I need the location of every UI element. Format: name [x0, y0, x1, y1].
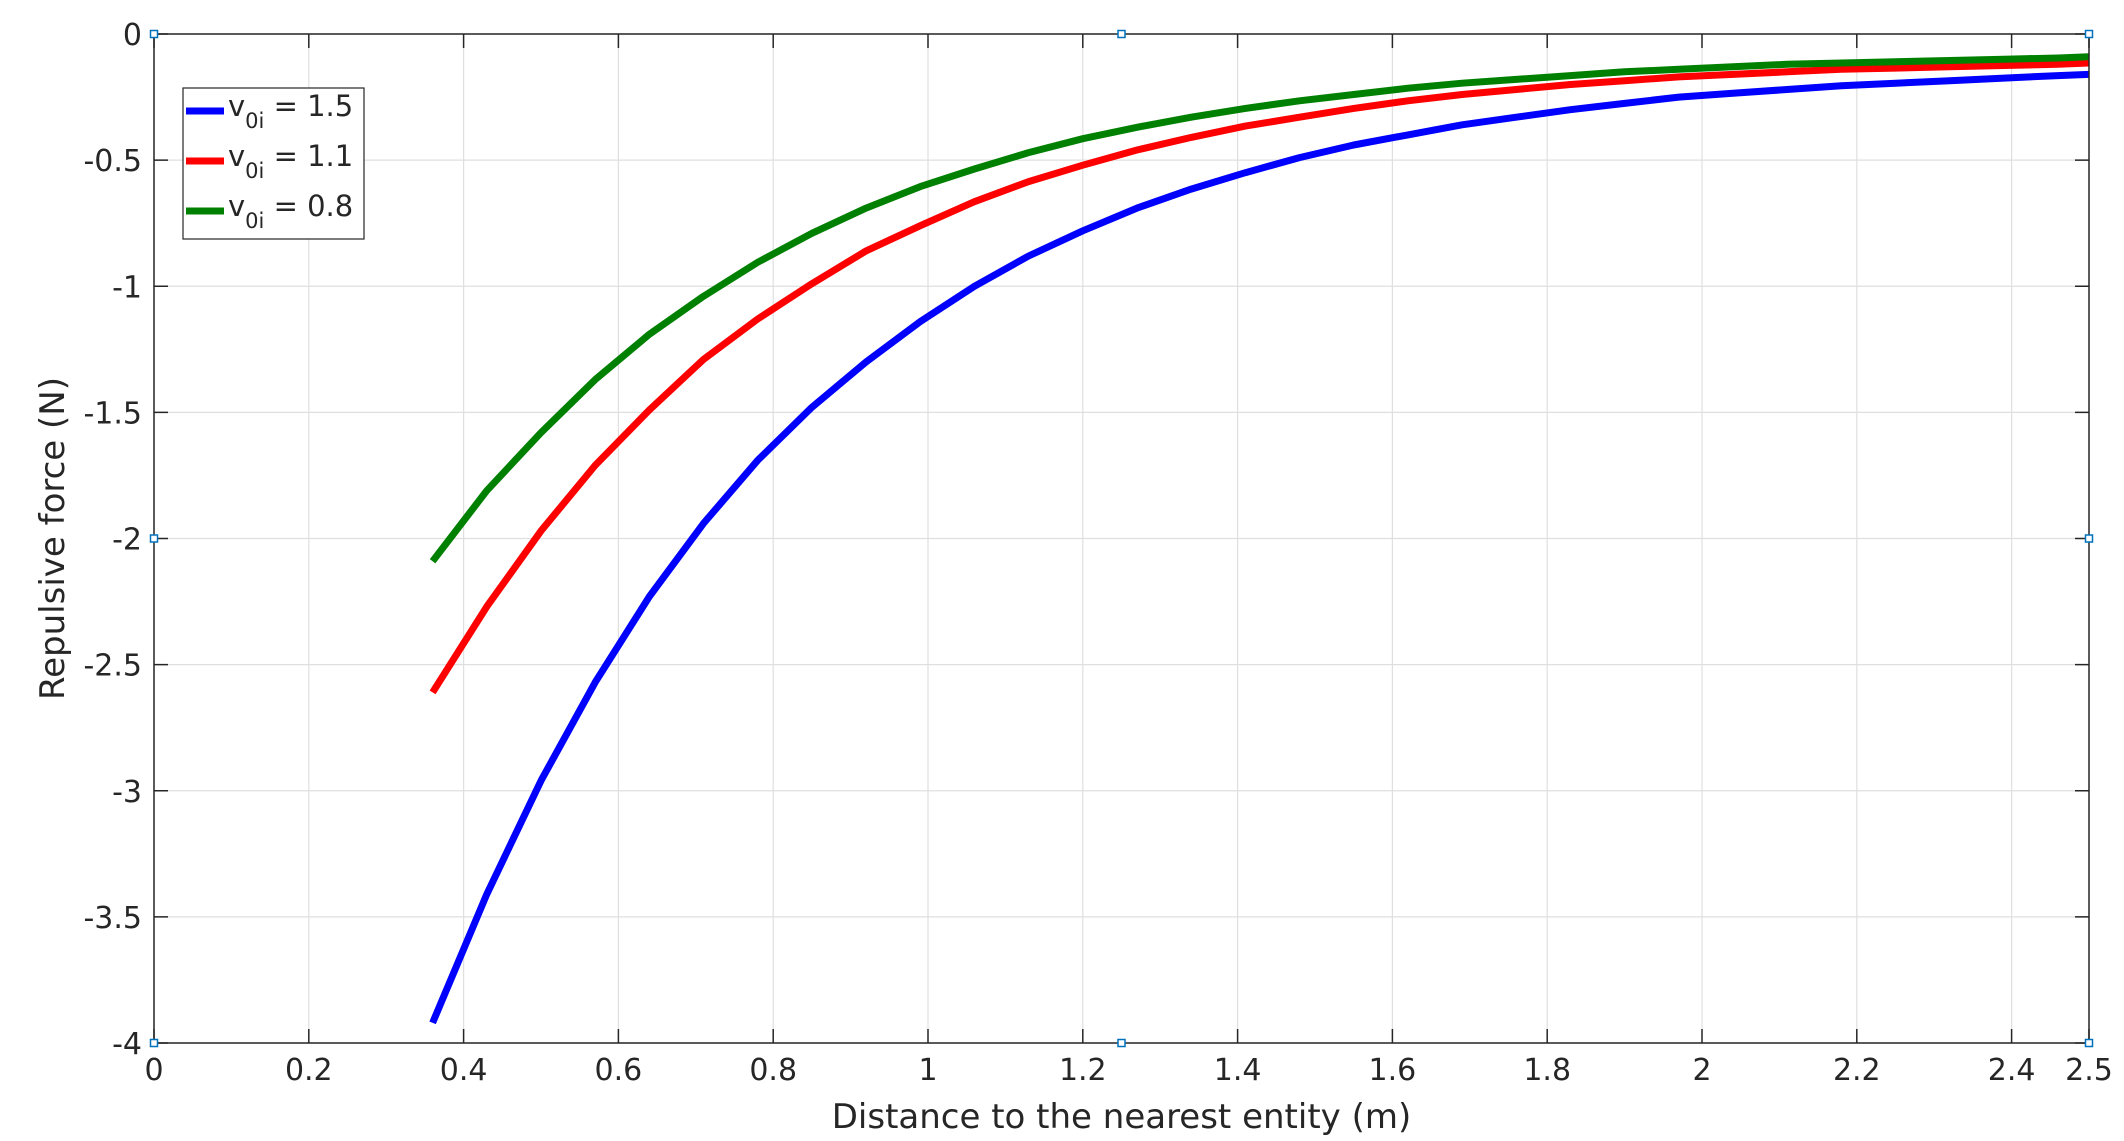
x-tick-label: 0.8	[749, 1053, 797, 1088]
x-tick-label: 1.8	[1523, 1053, 1571, 1088]
y-tick-label: -1.5	[83, 396, 142, 431]
legend-label: v0i = 0.8	[228, 189, 353, 233]
axes-resize-handle[interactable]	[149, 1038, 159, 1048]
x-tick-label: 2.5	[2065, 1053, 2113, 1088]
axis-ticks: 0 0.2 0.4 0.6 0.8 1 1.2 1.4 1.6 1.8 2 2.2 2.4 2.5 0 -0.…	[83, 18, 2112, 1088]
series-line-3[interactable]	[429, 53, 2090, 564]
y-tick-label: -2	[112, 523, 142, 558]
y-tick-label: -4	[112, 1027, 142, 1062]
axes-resize-handle[interactable]	[149, 534, 159, 543]
y-tick-label: -3.5	[83, 901, 142, 936]
axes-resize-handle[interactable]	[2084, 534, 2094, 543]
x-tick-label: 1.4	[1214, 1053, 1262, 1088]
y-tick-label: -3	[112, 775, 142, 810]
y-tick-label: -0.5	[83, 144, 142, 179]
x-tick-label: 1	[918, 1053, 937, 1088]
y-tick-label: -2.5	[83, 649, 142, 684]
axes-resize-handle[interactable]	[149, 29, 159, 39]
series-line-1[interactable]	[429, 70, 2090, 1025]
x-tick-label: 0	[144, 1053, 163, 1088]
x-tick-label: 0.6	[595, 1053, 643, 1088]
axes-resize-handle[interactable]	[2084, 29, 2094, 39]
x-tick-label: 1.2	[1059, 1053, 1107, 1088]
y-tick-label: 0	[123, 18, 142, 53]
x-tick-label: 2	[1692, 1053, 1711, 1088]
axes-resize-handle[interactable]	[1117, 29, 1126, 39]
x-tick-label: 1.6	[1369, 1053, 1417, 1088]
selection-handles	[149, 29, 2094, 1048]
axes-resize-handle[interactable]	[2084, 1038, 2094, 1048]
y-tick-label: -1	[112, 270, 142, 305]
legend-label: v0i = 1.1	[228, 139, 353, 183]
series-line-2[interactable]	[429, 59, 2090, 695]
x-axis-label: Distance to the nearest entity (m)	[832, 1097, 1411, 1137]
legend-items: v0i = 1.5 v0i = 1.1 v0i = 0.8	[186, 89, 353, 233]
series-lines	[429, 53, 2090, 1025]
legend-label: v0i = 1.5	[228, 89, 353, 133]
x-tick-label: 2.4	[1988, 1053, 2036, 1088]
legend[interactable]: v0i = 1.5 v0i = 1.1 v0i = 0.8	[182, 87, 365, 240]
y-axis-label: Repulsive force (N)	[33, 377, 73, 700]
x-tick-label: 2.2	[1833, 1053, 1881, 1088]
x-tick-label: 0.4	[440, 1053, 488, 1088]
axes-resize-handle[interactable]	[1117, 1038, 1126, 1048]
x-tick-label: 0.2	[285, 1053, 333, 1088]
